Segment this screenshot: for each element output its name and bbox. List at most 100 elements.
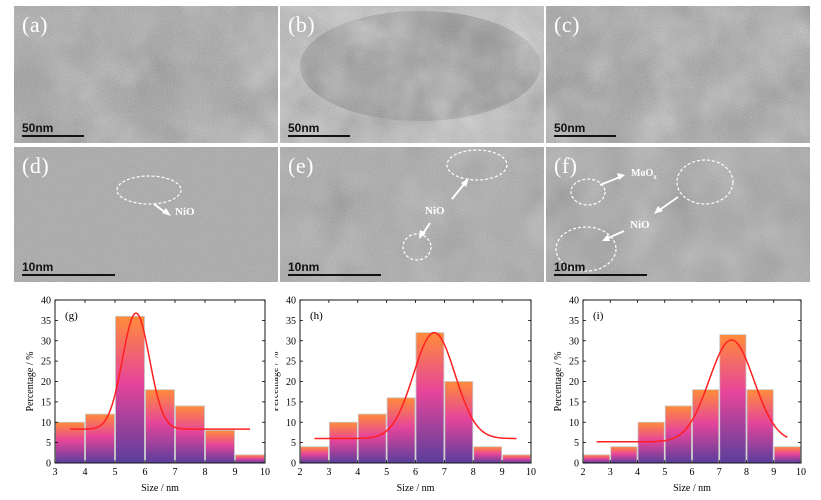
x-tick-label: 5: [113, 467, 118, 478]
scale-label: 10nm: [288, 260, 320, 274]
x-tick-label: 9: [500, 467, 505, 478]
x-tick-label: 6: [690, 467, 695, 478]
x-tick-label: 8: [744, 467, 749, 478]
x-tick-label: 5: [662, 467, 667, 478]
moox-label: MoOx: [631, 168, 657, 181]
y-tick-label: 5: [574, 438, 579, 449]
y-tick-label: 20: [286, 377, 296, 388]
x-tick-label: 4: [635, 467, 640, 478]
y-tick-label: 40: [41, 296, 51, 307]
histogram-bar: [85, 413, 115, 464]
moox-outline: [570, 178, 606, 206]
histogram-bar: [145, 389, 175, 464]
scale-bar: 50nm: [22, 119, 84, 137]
x-tick-label: 2: [581, 467, 586, 478]
x-tick-label: 7: [173, 467, 178, 478]
histogram-bar: [175, 405, 205, 464]
y-tick-label: 5: [46, 438, 51, 449]
scale-bar: 10nm: [288, 258, 381, 276]
nio-label: NiO: [175, 206, 195, 218]
y-tick-label: 10: [286, 418, 296, 429]
histogram-bar: [502, 454, 531, 464]
scale-label: 50nm: [288, 121, 320, 135]
histogram-h: 2 3 4 5 6 7 8 9 10 0 5 10 15 20 25 30 35 40 Size / nm Perce…: [275, 290, 548, 500]
histogram-svg: 3 4 5 6 7 8 9 10 0 5 10 15 20 25 30 35 40 Size / nm Percen…: [25, 296, 270, 495]
tem-texture-c: [546, 6, 810, 143]
panel-label: (d): [22, 153, 50, 178]
nio-outline: [402, 233, 432, 261]
x-tick-label: 7: [717, 467, 722, 478]
chart-panel-label: (g): [65, 310, 78, 322]
fit-curve: [596, 339, 788, 443]
histogram-bar: [692, 389, 720, 464]
x-tick-label: 9: [771, 467, 776, 478]
histogram-bar: [300, 446, 329, 464]
x-tick-label: 10: [260, 467, 270, 478]
y-tick-label: 15: [41, 397, 51, 408]
tem-panel-d: (d) NiO 10nm: [14, 147, 278, 282]
arrow-icon: [599, 176, 621, 186]
histogram-bar: [719, 334, 747, 464]
tem-panel-b: (b) 50nm: [280, 6, 544, 143]
y-tick-label: 25: [569, 357, 579, 368]
x-tick-label: 3: [608, 467, 613, 478]
x-tick-label: 3: [326, 467, 331, 478]
y-tick-label: 35: [41, 316, 51, 327]
histogram-svg: 2 3 4 5 6 7 8 9 10 0 5 10 15 20 25 30 35 40 Size / nm Perce…: [553, 296, 806, 495]
y-tick-label: 10: [569, 418, 579, 429]
histogram-bar: [664, 405, 692, 464]
nio-outline: [555, 226, 617, 272]
y-tick-label: 30: [41, 336, 51, 347]
scale-label: 50nm: [22, 121, 54, 135]
tem-texture-e: [280, 147, 544, 282]
histogram-bar: [444, 381, 474, 464]
scale-line: [288, 274, 381, 276]
x-axis-label: Size / nm: [397, 483, 435, 494]
tem-texture-b: [280, 6, 544, 143]
x-axis-label: Size / nm: [673, 483, 711, 494]
x-tick-label: 6: [413, 467, 418, 478]
histogram-bar: [583, 454, 611, 464]
scale-line: [22, 274, 115, 276]
x-tick-label: 3: [53, 467, 58, 478]
y-tick-label: 20: [41, 377, 51, 388]
scale-bar: 50nm: [288, 119, 350, 137]
histogram-bar: [235, 454, 265, 464]
histogram-bar: [637, 421, 665, 464]
moox-subscript: x: [653, 173, 657, 181]
panel-label: (b): [288, 12, 316, 37]
histogram-bar: [115, 315, 145, 464]
histogram-i: 2 3 4 5 6 7 8 9 10 0 5 10 15 20 25 30 35 40 Size / nm Perce…: [548, 290, 821, 500]
y-tick-label: 0: [574, 459, 579, 470]
panel-label: (c): [554, 12, 580, 37]
histogram-bar: [746, 389, 774, 464]
chart-panel-label: (i): [593, 310, 604, 322]
scale-line: [288, 135, 350, 137]
nio-outline: [116, 175, 182, 205]
y-axis-label: Percentage / %: [275, 352, 281, 412]
y-tick-label: 15: [286, 397, 296, 408]
scale-line: [554, 135, 616, 137]
scale-label: 10nm: [554, 260, 586, 274]
arrow-icon: [657, 196, 679, 212]
histogram-svg: 2 3 4 5 6 7 8 9 10 0 5 10 15 20 25 30 35 40 Size / nm Perce…: [275, 296, 536, 495]
y-tick-label: 0: [46, 459, 51, 470]
y-tick-label: 0: [291, 459, 296, 470]
x-tick-label: 8: [471, 467, 476, 478]
histogram-bar: [610, 446, 638, 464]
x-tick-label: 10: [526, 467, 536, 478]
y-tick-label: 35: [569, 316, 579, 327]
nio-label: NiO: [425, 205, 445, 217]
histogram-bar: [205, 429, 235, 464]
histogram-bar: [415, 332, 445, 464]
x-tick-label: 8: [203, 467, 208, 478]
x-tick-label: 9: [233, 467, 238, 478]
histogram-g: 3 4 5 6 7 8 9 10 0 5 10 15 20 25 30 35 40 Size / nm Percen…: [0, 290, 275, 500]
tem-panel-a: (a) 50nm: [14, 6, 278, 143]
y-tick-label: 5: [291, 438, 296, 449]
histogram-bar: [473, 446, 503, 464]
scale-line: [22, 135, 84, 137]
x-tick-label: 2: [298, 467, 303, 478]
x-tick-label: 6: [143, 467, 148, 478]
y-tick-label: 30: [286, 336, 296, 347]
